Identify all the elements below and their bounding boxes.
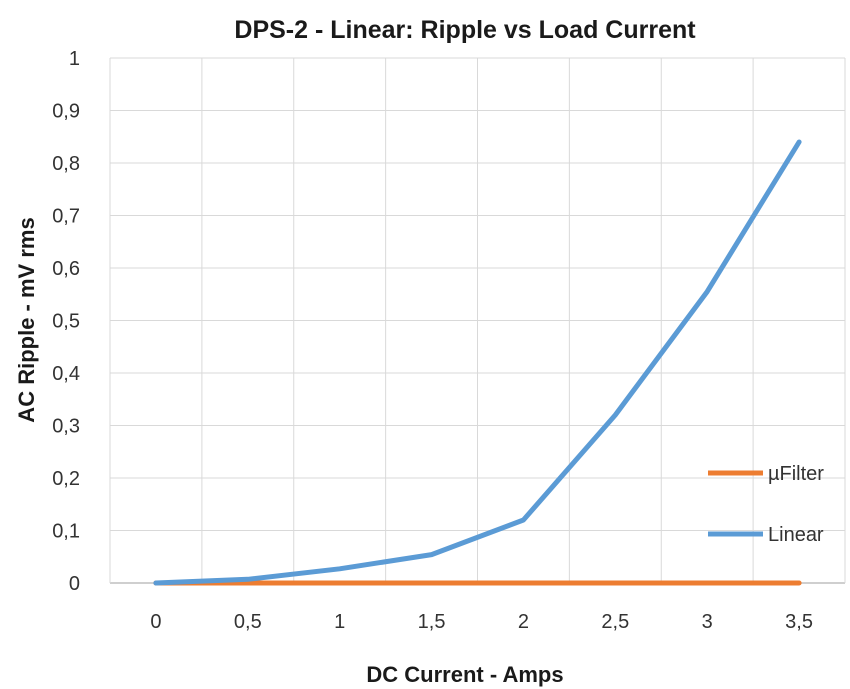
grid	[109, 57, 846, 584]
y-axis-ticks: 0 0,1 0,2 0,3 0,4 0,5 0,6 0,7 0,8 0,9 1	[52, 48, 80, 595]
legend: µFilter Linear	[708, 463, 824, 546]
y-tick-label: 0,4	[52, 363, 80, 385]
x-tick-label: 0,5	[234, 611, 262, 633]
y-tick-label: 0,2	[52, 468, 80, 490]
y-tick-label: 0,3	[52, 416, 80, 438]
x-tick-label: 2	[518, 611, 529, 633]
y-axis-title: AC Ripple - mV rms	[14, 217, 39, 422]
x-tick-label: 2,5	[601, 611, 629, 633]
series-line-linear	[153, 139, 802, 586]
y-tick-label: 0	[69, 573, 80, 595]
x-axis-ticks: 0 0,5 1 1,5 2 2,5 3 3,5	[150, 611, 813, 633]
legend-label: µFilter	[768, 463, 824, 485]
y-tick-label: 0,1	[52, 521, 80, 543]
x-tick-label: 1	[334, 611, 345, 633]
y-tick-label: 0,8	[52, 153, 80, 175]
series-lines	[153, 139, 802, 586]
y-tick-label: 0,5	[52, 311, 80, 333]
x-tick-label: 3,5	[785, 611, 813, 633]
chart-title: DPS-2 - Linear: Ripple vs Load Current	[234, 16, 696, 44]
x-axis-title: DC Current - Amps	[366, 662, 563, 687]
y-tick-label: 0,9	[52, 101, 80, 123]
legend-label: Linear	[768, 524, 824, 546]
x-tick-label: 3	[702, 611, 713, 633]
y-tick-label: 0,7	[52, 206, 80, 228]
y-tick-label: 1	[69, 48, 80, 70]
y-tick-label: 0,6	[52, 258, 80, 280]
x-tick-label: 0	[150, 611, 161, 633]
x-tick-label: 1,5	[418, 611, 446, 633]
